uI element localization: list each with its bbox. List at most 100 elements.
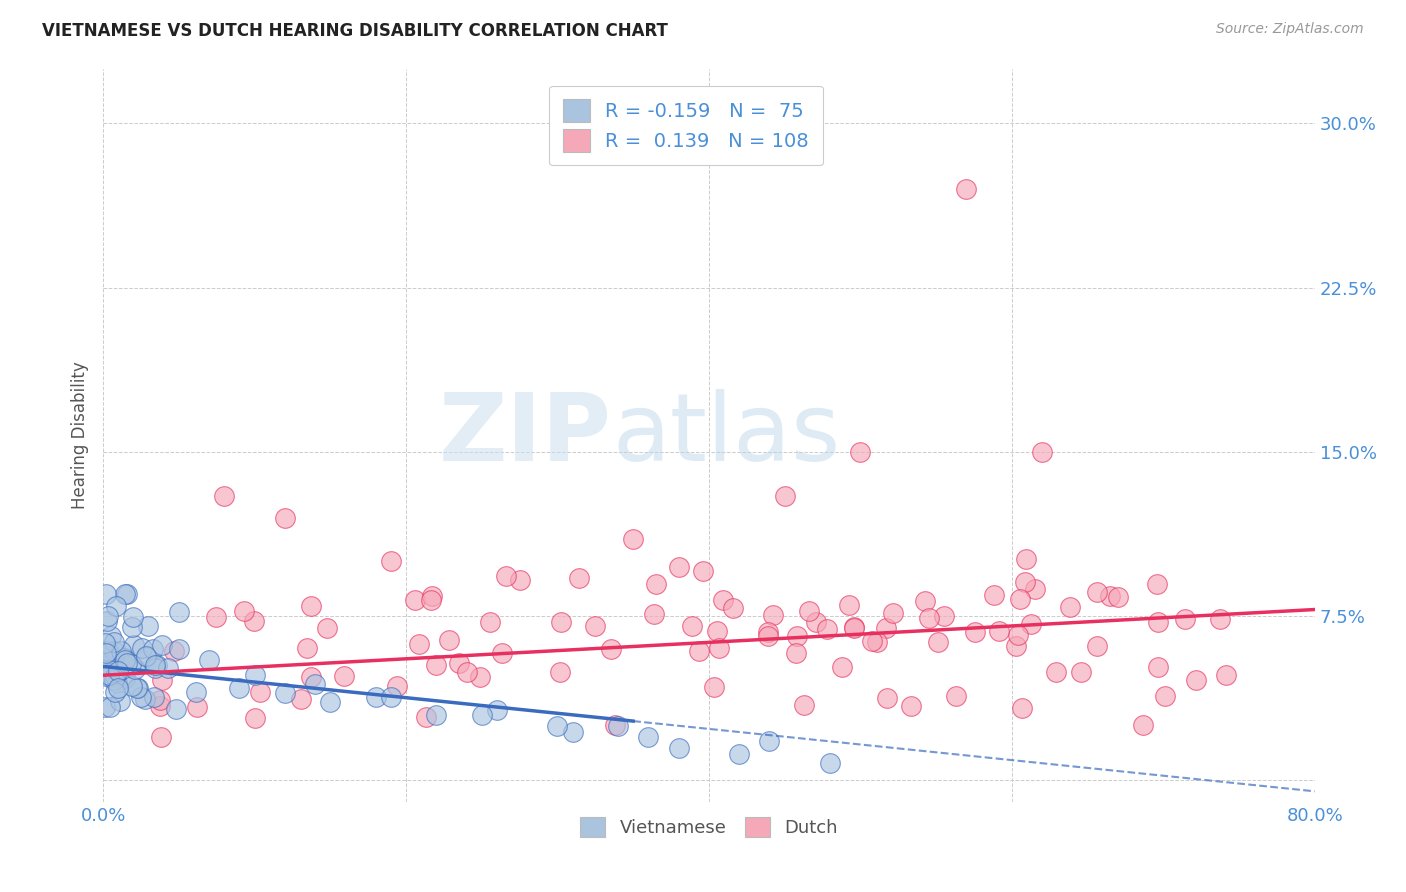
- Point: [762, 608, 785, 623]
- Point: [333, 669, 356, 683]
- Legend: Vietnamese, Dutch: Vietnamese, Dutch: [572, 809, 845, 845]
- Point: [232, 604, 254, 618]
- Point: [1059, 600, 1081, 615]
- Point: [107, 665, 129, 679]
- Point: [165, 702, 187, 716]
- Point: [785, 646, 807, 660]
- Point: [1045, 665, 1067, 680]
- Point: [135, 649, 157, 664]
- Point: [98, 699, 121, 714]
- Point: [804, 615, 827, 630]
- Point: [415, 709, 437, 723]
- Point: [1154, 690, 1177, 704]
- Point: [97, 670, 120, 684]
- Point: [470, 669, 492, 683]
- Point: [844, 620, 866, 634]
- Point: [988, 624, 1011, 639]
- Point: [105, 599, 128, 613]
- Point: [773, 489, 796, 503]
- Point: [706, 624, 728, 638]
- Point: [692, 565, 714, 579]
- Point: [114, 587, 136, 601]
- Text: VIETNAMESE VS DUTCH HEARING DISABILITY CORRELATION CHART: VIETNAMESE VS DUTCH HEARING DISABILITY C…: [42, 22, 668, 40]
- Point: [1098, 589, 1121, 603]
- Point: [105, 676, 128, 690]
- Point: [797, 604, 820, 618]
- Point: [142, 690, 165, 704]
- Point: [214, 489, 236, 503]
- Point: [478, 615, 501, 629]
- Point: [114, 653, 136, 667]
- Point: [96, 614, 118, 628]
- Point: [756, 629, 779, 643]
- Point: [93, 657, 115, 672]
- Point: [1024, 582, 1046, 596]
- Point: [387, 679, 409, 693]
- Point: [491, 646, 513, 660]
- Point: [319, 694, 342, 708]
- Point: [93, 636, 115, 650]
- Point: [1209, 612, 1232, 626]
- Point: [150, 673, 173, 687]
- Point: [1085, 585, 1108, 599]
- Point: [110, 694, 132, 708]
- Point: [186, 700, 208, 714]
- Point: [471, 707, 494, 722]
- Point: [299, 599, 322, 613]
- Point: [150, 730, 173, 744]
- Point: [149, 693, 172, 707]
- Point: [122, 638, 145, 652]
- Point: [425, 707, 447, 722]
- Point: [866, 634, 889, 648]
- Point: [127, 681, 149, 695]
- Point: [274, 510, 297, 524]
- Point: [561, 725, 583, 739]
- Point: [963, 625, 986, 640]
- Point: [838, 599, 860, 613]
- Point: [142, 641, 165, 656]
- Point: [456, 665, 478, 680]
- Point: [485, 703, 508, 717]
- Point: [97, 668, 120, 682]
- Point: [420, 589, 443, 603]
- Text: ZIP: ZIP: [439, 390, 612, 482]
- Point: [711, 592, 734, 607]
- Point: [643, 607, 665, 621]
- Point: [621, 533, 644, 547]
- Point: [707, 640, 730, 655]
- Point: [793, 698, 815, 712]
- Point: [97, 609, 120, 624]
- Point: [103, 673, 125, 687]
- Point: [568, 571, 591, 585]
- Point: [145, 657, 167, 672]
- Point: [135, 650, 157, 665]
- Point: [198, 653, 221, 667]
- Point: [1132, 718, 1154, 732]
- Point: [94, 658, 117, 673]
- Point: [607, 718, 630, 732]
- Point: [104, 685, 127, 699]
- Point: [122, 610, 145, 624]
- Point: [983, 588, 1005, 602]
- Point: [205, 610, 228, 624]
- Point: [243, 614, 266, 628]
- Point: [815, 622, 838, 636]
- Point: [668, 740, 690, 755]
- Point: [380, 554, 402, 568]
- Point: [110, 644, 132, 658]
- Point: [945, 689, 967, 703]
- Point: [131, 640, 153, 655]
- Point: [1107, 590, 1129, 604]
- Point: [927, 634, 949, 648]
- Point: [786, 629, 808, 643]
- Point: [228, 681, 250, 696]
- Point: [299, 670, 322, 684]
- Point: [550, 615, 572, 630]
- Point: [955, 182, 977, 196]
- Point: [420, 592, 443, 607]
- Point: [274, 686, 297, 700]
- Point: [1085, 640, 1108, 654]
- Point: [756, 625, 779, 640]
- Point: [914, 594, 936, 608]
- Point: [150, 638, 173, 652]
